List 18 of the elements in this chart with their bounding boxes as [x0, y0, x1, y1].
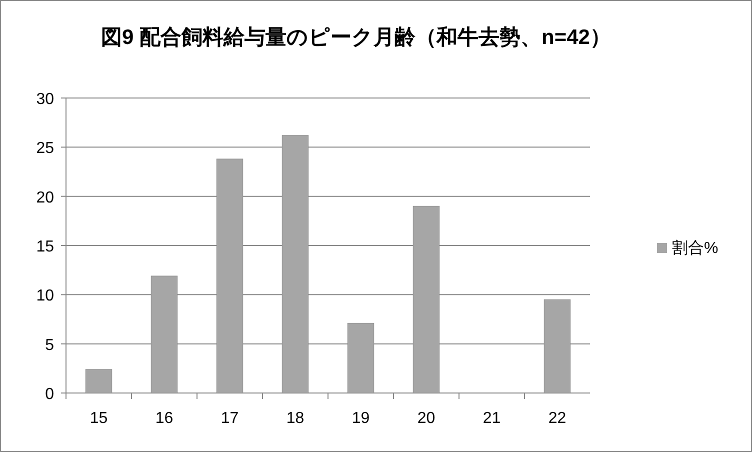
x-tick-label: 16 [155, 410, 174, 427]
y-tick-label: 0 [45, 386, 54, 403]
y-tick-label: 25 [36, 140, 54, 158]
x-tick-label: 17 [220, 410, 239, 427]
x-tick-label: 22 [548, 410, 566, 427]
x-tick-label: 18 [286, 410, 304, 427]
y-tick-label: 5 [45, 336, 54, 354]
x-tick-label: 21 [482, 410, 501, 427]
legend-label: 割合% [672, 239, 718, 257]
bar [85, 369, 112, 394]
chart-title: 図9 配合飼料給与量のピーク月齢（和牛去勢、n=42） [101, 26, 611, 49]
y-tick-label: 20 [36, 189, 54, 206]
x-tick-label: 19 [352, 410, 370, 427]
y-tick-label: 15 [36, 238, 54, 256]
x-tick-label: 15 [90, 410, 108, 427]
y-tick-label: 30 [36, 91, 54, 108]
x-tick-label: 20 [417, 410, 436, 427]
y-tick-label: 10 [36, 288, 54, 305]
